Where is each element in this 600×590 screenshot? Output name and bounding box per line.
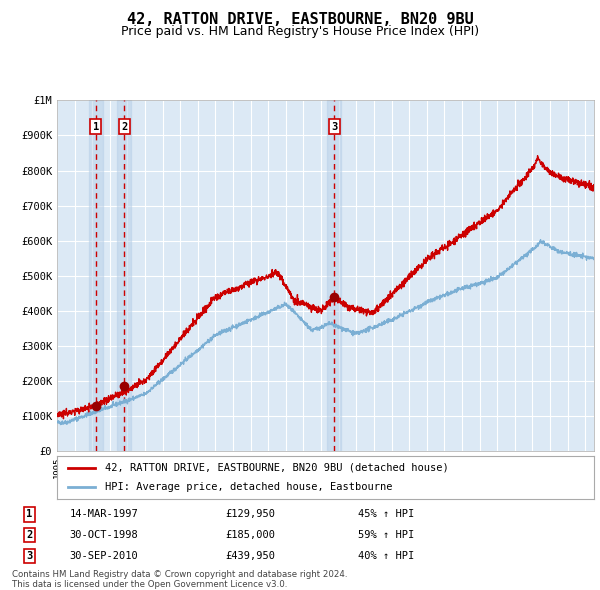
Text: 40% ↑ HPI: 40% ↑ HPI (358, 551, 414, 561)
Text: Contains HM Land Registry data © Crown copyright and database right 2024.
This d: Contains HM Land Registry data © Crown c… (12, 570, 347, 589)
Text: 30-OCT-1998: 30-OCT-1998 (70, 530, 139, 540)
Bar (118, 100, 131, 451)
Text: 45% ↑ HPI: 45% ↑ HPI (358, 509, 414, 519)
Text: 59% ↑ HPI: 59% ↑ HPI (358, 530, 414, 540)
Bar (327, 100, 341, 451)
Text: 2: 2 (121, 122, 128, 132)
Text: HPI: Average price, detached house, Eastbourne: HPI: Average price, detached house, East… (106, 482, 393, 492)
Text: Price paid vs. HM Land Registry's House Price Index (HPI): Price paid vs. HM Land Registry's House … (121, 25, 479, 38)
Bar (89, 100, 103, 451)
Text: 42, RATTON DRIVE, EASTBOURNE, BN20 9BU: 42, RATTON DRIVE, EASTBOURNE, BN20 9BU (127, 12, 473, 27)
Text: 42, RATTON DRIVE, EASTBOURNE, BN20 9BU (detached house): 42, RATTON DRIVE, EASTBOURNE, BN20 9BU (… (106, 463, 449, 473)
Text: £439,950: £439,950 (225, 551, 275, 561)
Text: £129,950: £129,950 (225, 509, 275, 519)
Text: 1: 1 (92, 122, 99, 132)
Text: 3: 3 (26, 551, 32, 561)
Text: 30-SEP-2010: 30-SEP-2010 (70, 551, 139, 561)
Text: 1: 1 (26, 509, 32, 519)
Text: 3: 3 (331, 122, 337, 132)
Text: 2: 2 (26, 530, 32, 540)
Text: 14-MAR-1997: 14-MAR-1997 (70, 509, 139, 519)
Text: £185,000: £185,000 (225, 530, 275, 540)
